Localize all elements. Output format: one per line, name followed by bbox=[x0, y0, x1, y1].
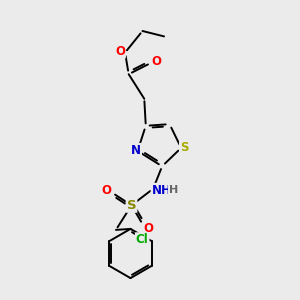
Text: Cl: Cl bbox=[136, 233, 148, 246]
Text: N: N bbox=[131, 144, 141, 157]
Text: H: H bbox=[169, 185, 178, 195]
Text: O: O bbox=[151, 55, 161, 68]
Text: O: O bbox=[143, 222, 153, 235]
Text: NH: NH bbox=[152, 184, 172, 197]
Text: O: O bbox=[102, 184, 112, 197]
Text: O: O bbox=[115, 45, 125, 58]
Text: S: S bbox=[127, 199, 136, 212]
Text: S: S bbox=[180, 141, 188, 154]
